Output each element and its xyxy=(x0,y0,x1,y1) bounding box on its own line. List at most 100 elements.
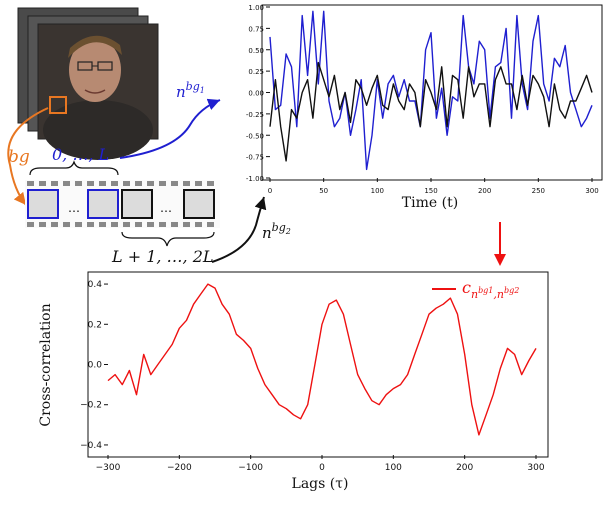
y-tick-label: 0.2 xyxy=(88,320,102,330)
y-tick-label: −0.2 xyxy=(80,401,102,411)
sprocket-hole xyxy=(111,222,118,227)
brace-top xyxy=(29,160,119,176)
y-tick-label: -0.75 xyxy=(246,154,264,162)
y-tick-label: 0.0 xyxy=(88,361,103,371)
sprocket-hole xyxy=(183,222,190,227)
signal-1-label: nbg1 xyxy=(176,80,205,101)
bottom-chart-frame xyxy=(87,271,549,458)
y-tick-label: -0.50 xyxy=(246,132,264,140)
x-tick-label: −200 xyxy=(167,463,192,473)
bottom-series xyxy=(107,283,537,436)
indices-second: L + 1, …, 2L xyxy=(111,247,214,266)
x-tick-label: 150 xyxy=(424,187,437,195)
frame-blue-1 xyxy=(27,189,59,219)
strip-dots-2: … xyxy=(160,201,172,215)
y-tick-label: 0.75 xyxy=(248,25,264,33)
brace-bottom xyxy=(121,231,215,247)
x-tick-label: 0 xyxy=(319,463,325,473)
series-line-2 xyxy=(269,61,593,162)
top-x-ticks: 0 50 100 150 200 250 300 xyxy=(268,178,599,195)
y-tick-label: 1.00 xyxy=(248,4,264,12)
frame-black-2 xyxy=(183,189,215,219)
y-tick-label: −0.4 xyxy=(80,441,102,451)
top-chart: -1.00 -0.75 -0.50 -0.25 0.00 0.25 0.50 0.75 1.00… xyxy=(246,4,603,211)
x-tick-label: 0 xyxy=(268,187,272,195)
sprocket-hole xyxy=(147,222,154,227)
frame-black-1 xyxy=(121,189,153,219)
x-tick-label: 50 xyxy=(319,187,328,195)
y-tick-label: 0.4 xyxy=(88,280,103,290)
frame-blue-2 xyxy=(87,189,119,219)
legend-label: cnbg1,nbg2 xyxy=(462,278,519,301)
top-x-label: Time (t) xyxy=(402,195,458,211)
sprocket-hole xyxy=(183,181,190,186)
sprocket-hole xyxy=(63,222,70,227)
y-tick-label: 0.25 xyxy=(248,68,264,76)
face-stack xyxy=(17,7,159,160)
x-tick-label: −300 xyxy=(96,463,121,473)
sprocket-hole xyxy=(207,222,214,227)
series-line-1 xyxy=(107,283,537,436)
sprocket-hole xyxy=(87,181,94,186)
film-strip: … … xyxy=(25,180,220,228)
sprocket-hole xyxy=(99,222,106,227)
sprocket-hole xyxy=(159,181,166,186)
sprocket-hole xyxy=(135,222,142,227)
sprocket-hole xyxy=(123,181,130,186)
region-box xyxy=(49,96,67,114)
top-y-ticks: -1.00 -0.75 -0.50 -0.25 0.00 0.25 0.50 0.75 1.00 xyxy=(246,4,270,183)
y-tick-label: 0.50 xyxy=(248,47,264,55)
indices-first: 0, …, L xyxy=(52,145,109,164)
x-tick-label: 200 xyxy=(478,187,491,195)
sprocket-hole xyxy=(51,222,58,227)
sprocket-hole xyxy=(51,181,58,186)
sprocket-hole xyxy=(147,181,154,186)
signal-2-label: nbg2 xyxy=(262,221,291,242)
y-tick-label: -0.25 xyxy=(246,111,264,119)
region-label: bg xyxy=(8,147,30,167)
sprocket-hole xyxy=(171,222,178,227)
sprocket-hole xyxy=(111,181,118,186)
sprocket-hole xyxy=(171,181,178,186)
top-series xyxy=(269,10,593,171)
signal-2-arrow xyxy=(211,196,267,263)
sprocket-hole xyxy=(195,222,202,227)
portrait-photo-icon xyxy=(37,23,159,160)
sprocket-hole xyxy=(135,181,142,186)
x-tick-label: 100 xyxy=(385,463,402,473)
sprocket-hole xyxy=(39,181,46,186)
bottom-x-label: Lags (τ) xyxy=(292,476,349,492)
region-arrow xyxy=(7,107,49,206)
sprocket-hole xyxy=(63,181,70,186)
x-tick-label: −100 xyxy=(238,463,263,473)
signal-1-arrow xyxy=(119,98,221,159)
sprocket-hole xyxy=(195,181,202,186)
bottom-y-label: Cross-correlation xyxy=(38,303,54,426)
sprocket-hole xyxy=(123,222,130,227)
x-tick-label: 100 xyxy=(371,187,384,195)
y-tick-label: -1.00 xyxy=(246,175,264,183)
bottom-x-ticks: −300 −200 −100 0 100 200 300 xyxy=(96,455,545,473)
x-tick-label: 300 xyxy=(585,187,598,195)
legend: cnbg1,nbg2 xyxy=(432,278,519,301)
strip-dots-1: … xyxy=(68,201,80,215)
sprocket-hole xyxy=(207,181,214,186)
sprocket-hole xyxy=(87,222,94,227)
sprocket-hole xyxy=(27,181,34,186)
bottom-chart: −0.4 −0.2 0.0 0.2 0.4 −300 −200 −100 0 100 200 300… xyxy=(38,271,549,492)
y-tick-label: 0.00 xyxy=(248,90,264,98)
bottom-y-ticks: −0.4 −0.2 0.0 0.2 0.4 xyxy=(80,280,108,451)
x-tick-label: 200 xyxy=(456,463,473,473)
series-line-1 xyxy=(269,10,593,171)
top-chart-frame xyxy=(261,4,603,181)
sprocket-hole xyxy=(159,222,166,227)
sprocket-hole xyxy=(39,222,46,227)
sprocket-hole xyxy=(75,181,82,186)
sprocket-hole xyxy=(99,181,106,186)
x-tick-label: 300 xyxy=(527,463,544,473)
x-tick-label: 250 xyxy=(532,187,545,195)
sprocket-hole xyxy=(27,222,34,227)
sprocket-hole xyxy=(75,222,82,227)
